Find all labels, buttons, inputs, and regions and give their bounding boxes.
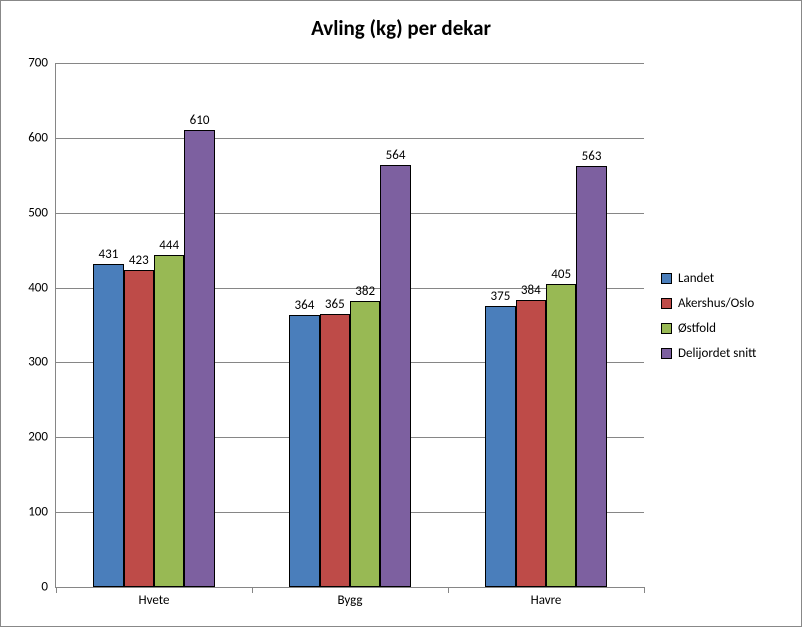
bar-value-label: 364 [295, 298, 315, 315]
plot-area: 0100200300400500600700Hvete431423444610B… [55, 63, 644, 588]
legend-swatch [661, 298, 672, 309]
bar [485, 306, 515, 587]
bar [154, 255, 184, 587]
bar-value-label: 610 [190, 113, 210, 130]
x-tick [56, 587, 57, 593]
gridline [56, 213, 644, 214]
x-tick [644, 587, 645, 593]
bar-value-label: 444 [159, 238, 179, 255]
y-tick-label: 600 [28, 130, 56, 145]
gridline [56, 63, 644, 64]
bar [516, 300, 546, 587]
bar [184, 130, 214, 587]
bar [289, 315, 319, 587]
x-category-label: Havre [531, 587, 562, 608]
legend-swatch [661, 323, 672, 334]
legend-item: Akershus/Oslo [661, 296, 756, 311]
bar [380, 165, 410, 587]
legend-label: Delijordet snitt [678, 346, 756, 361]
y-tick-label: 0 [41, 580, 56, 595]
bar [546, 284, 576, 587]
chart-title: Avling (kg) per dekar [1, 15, 801, 41]
x-category-label: Bygg [337, 587, 362, 608]
bar-value-label: 564 [386, 148, 406, 165]
y-tick-label: 300 [28, 355, 56, 370]
bar [93, 264, 123, 587]
bar [576, 166, 606, 587]
legend-item: Østfold [661, 321, 756, 336]
legend-item: Delijordet snitt [661, 346, 756, 361]
y-tick-label: 100 [28, 505, 56, 520]
bar [124, 270, 154, 587]
legend-label: Landet [678, 271, 714, 286]
y-tick-label: 200 [28, 430, 56, 445]
x-tick [252, 587, 253, 593]
legend: Landet Akershus/Oslo Østfold Delijordet sni… [661, 261, 756, 371]
bar-value-label: 563 [582, 149, 602, 166]
legend-swatch [661, 348, 672, 359]
y-tick-label: 700 [28, 56, 56, 71]
x-tick [448, 587, 449, 593]
legend-item: Landet [661, 271, 756, 286]
legend-label: Østfold [678, 321, 716, 336]
bar [350, 301, 380, 587]
gridline [56, 138, 644, 139]
x-category-label: Hvete [139, 587, 170, 608]
bar-value-label: 384 [521, 283, 541, 300]
bar-value-label: 382 [355, 284, 375, 301]
bar-value-label: 405 [551, 267, 571, 284]
bar-value-label: 431 [99, 247, 119, 264]
bar-value-label: 365 [325, 297, 345, 314]
bar [320, 314, 350, 587]
legend-swatch [661, 273, 672, 284]
y-tick-label: 500 [28, 205, 56, 220]
chart-frame: Avling (kg) per dekar 0 100 200 300 400 500 60… [0, 0, 802, 627]
y-tick-label: 400 [28, 280, 56, 295]
bar-value-label: 375 [491, 289, 511, 306]
legend-label: Akershus/Oslo [678, 296, 754, 311]
bar-value-label: 423 [129, 253, 149, 270]
